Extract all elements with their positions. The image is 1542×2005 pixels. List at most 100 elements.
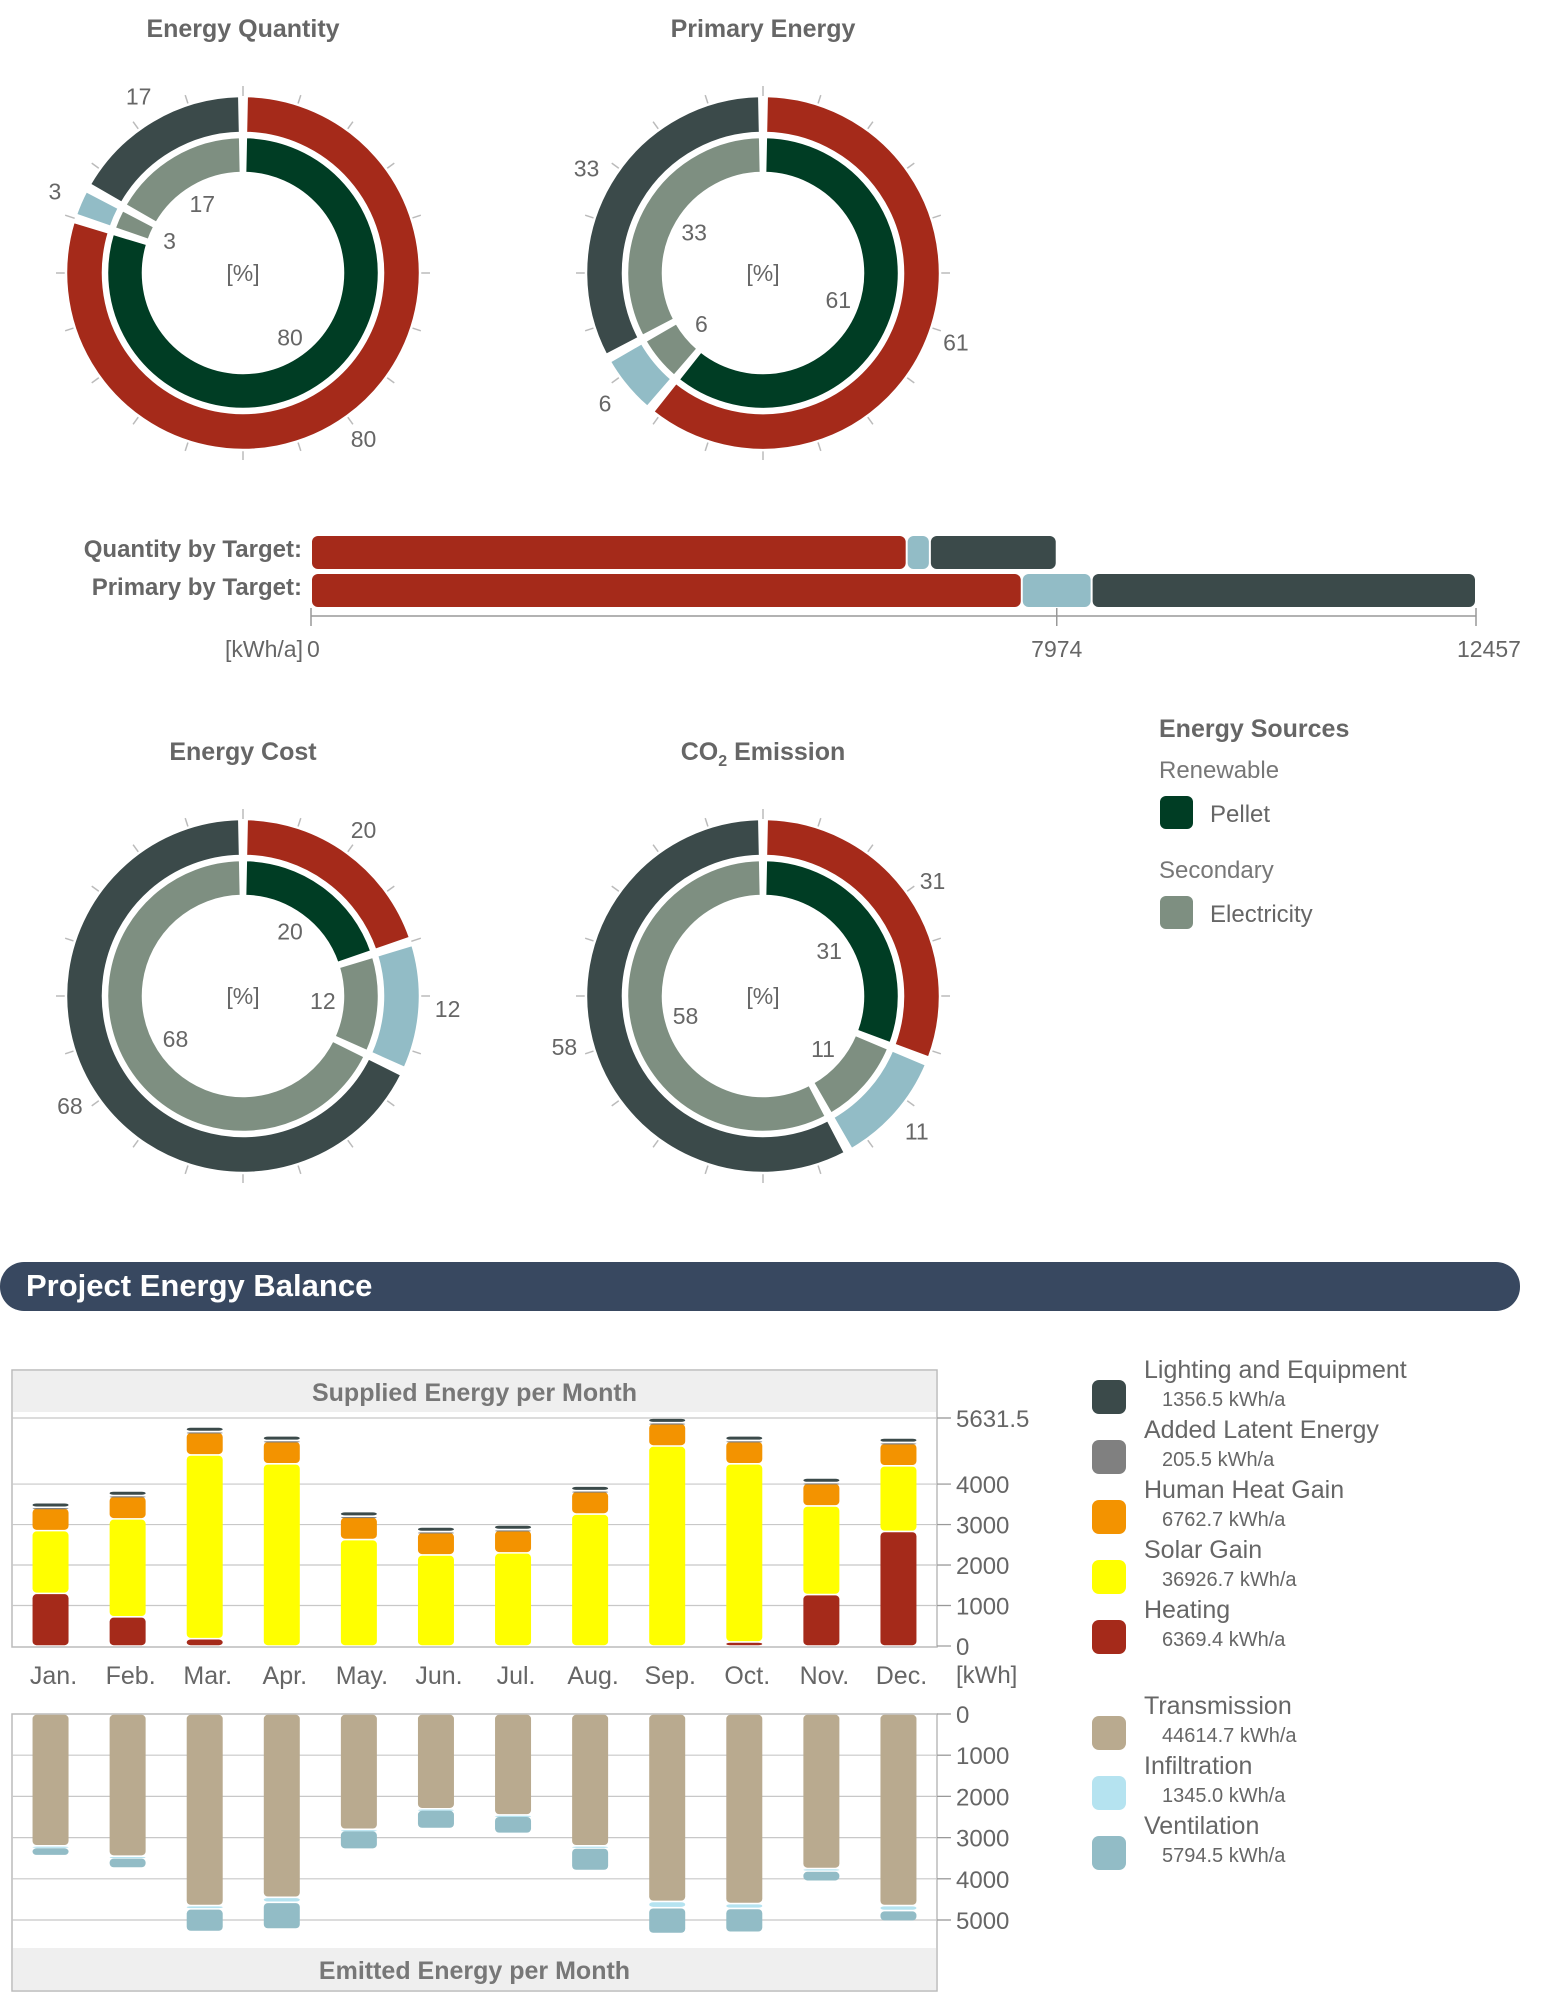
emitted-bar-ventilation[interactable] <box>32 1848 69 1855</box>
emitted-bar-infiltration[interactable] <box>340 1830 377 1832</box>
supplied-bar-solar[interactable] <box>263 1464 300 1646</box>
supplied-bar-latent[interactable] <box>109 1496 146 1498</box>
supplied-bar-human[interactable] <box>340 1517 377 1539</box>
supplied-bar-lighting[interactable] <box>880 1438 917 1442</box>
emitted-bar-ventilation[interactable] <box>263 1903 300 1929</box>
emitted-bar-infiltration[interactable] <box>572 1846 609 1848</box>
supplied-bar-latent[interactable] <box>649 1423 686 1425</box>
emitted-bar-transmission[interactable] <box>109 1714 146 1856</box>
emitted-bar-transmission[interactable] <box>880 1714 917 1905</box>
supplied-bar-latent[interactable] <box>726 1441 763 1443</box>
emitted-bar-infiltration[interactable] <box>263 1898 300 1902</box>
supplied-bar-human[interactable] <box>32 1508 69 1530</box>
outer-segment-lighting[interactable] <box>88 94 242 205</box>
supplied-bar-solar[interactable] <box>572 1514 609 1646</box>
supplied-bar-lighting[interactable] <box>186 1427 223 1431</box>
supplied-bar-lighting[interactable] <box>726 1436 763 1440</box>
target-bar-heating[interactable] <box>312 574 1021 607</box>
supplied-bar-latent[interactable] <box>263 1441 300 1443</box>
supplied-bar-human[interactable] <box>572 1492 609 1514</box>
supplied-bar-solar[interactable] <box>495 1553 532 1646</box>
emitted-bar-infiltration[interactable] <box>880 1906 917 1910</box>
supplied-bar-heating[interactable] <box>803 1595 840 1646</box>
emitted-bar-infiltration[interactable] <box>32 1846 69 1848</box>
inner-segment-electricity[interactable] <box>105 858 367 1134</box>
emitted-bar-transmission[interactable] <box>803 1714 840 1868</box>
target-bar-heating[interactable] <box>312 536 906 569</box>
inner-segment-electricity[interactable] <box>625 135 763 338</box>
supplied-bar-solar[interactable] <box>417 1555 454 1646</box>
supplied-bar-lighting[interactable] <box>263 1436 300 1440</box>
supplied-bar-heating[interactable] <box>880 1532 917 1646</box>
supplied-bar-latent[interactable] <box>880 1443 917 1445</box>
supplied-bar-solar[interactable] <box>803 1506 840 1594</box>
supplied-bar-latent[interactable] <box>417 1532 454 1534</box>
supplied-bar-human[interactable] <box>186 1433 223 1455</box>
emitted-bar-ventilation[interactable] <box>109 1858 146 1868</box>
emitted-bar-ventilation[interactable] <box>417 1810 454 1828</box>
outer-segment-heating[interactable] <box>244 817 412 952</box>
supplied-bar-latent[interactable] <box>803 1483 840 1485</box>
outer-segment-lighting[interactable] <box>64 817 403 1175</box>
supplied-bar-heating[interactable] <box>32 1594 69 1646</box>
emitted-bar-infiltration[interactable] <box>726 1904 763 1908</box>
supplied-bar-latent[interactable] <box>340 1516 377 1519</box>
outer-segment-ventilation[interactable] <box>608 341 673 409</box>
emitted-bar-infiltration[interactable] <box>417 1809 454 1811</box>
emitted-bar-infiltration[interactable] <box>649 1902 686 1907</box>
emitted-bar-ventilation[interactable] <box>649 1908 686 1933</box>
supplied-bar-lighting[interactable] <box>109 1491 146 1495</box>
supplied-bar-human[interactable] <box>109 1496 146 1519</box>
emitted-bar-ventilation[interactable] <box>880 1911 917 1921</box>
emitted-bar-ventilation[interactable] <box>726 1909 763 1932</box>
emitted-bar-transmission[interactable] <box>32 1714 69 1846</box>
emitted-bar-transmission[interactable] <box>186 1714 223 1905</box>
inner-segment-electricity[interactable] <box>123 135 243 225</box>
emitted-bar-ventilation[interactable] <box>572 1848 609 1870</box>
emitted-bar-infiltration[interactable] <box>109 1856 146 1859</box>
supplied-bar-solar[interactable] <box>726 1464 763 1642</box>
inner-segment-pellet[interactable] <box>105 135 381 411</box>
emitted-bar-transmission[interactable] <box>495 1714 532 1815</box>
supplied-bar-human[interactable] <box>726 1441 763 1464</box>
inner-segment-electricity[interactable] <box>643 321 699 378</box>
outer-segment-lighting[interactable] <box>584 94 762 357</box>
supplied-bar-solar[interactable] <box>649 1446 686 1646</box>
supplied-bar-lighting[interactable] <box>495 1525 532 1529</box>
supplied-bar-lighting[interactable] <box>803 1478 840 1482</box>
supplied-bar-heating[interactable] <box>109 1617 146 1646</box>
inner-segment-electricity[interactable] <box>625 858 828 1134</box>
emitted-bar-transmission[interactable] <box>572 1714 609 1846</box>
outer-segment-ventilation[interactable] <box>74 189 121 229</box>
emitted-bar-ventilation[interactable] <box>186 1909 223 1931</box>
supplied-bar-solar[interactable] <box>880 1466 917 1531</box>
supplied-bar-human[interactable] <box>417 1533 454 1555</box>
supplied-bar-solar[interactable] <box>109 1519 146 1617</box>
outer-segment-lighting[interactable] <box>584 817 847 1175</box>
supplied-bar-solar[interactable] <box>32 1531 69 1593</box>
supplied-bar-solar[interactable] <box>340 1540 377 1646</box>
target-bar-lighting[interactable] <box>930 536 1056 569</box>
target-bar-lighting[interactable] <box>1092 574 1475 607</box>
supplied-bar-lighting[interactable] <box>572 1486 609 1490</box>
target-bar-ventilation[interactable] <box>907 536 929 569</box>
inner-segment-pellet[interactable] <box>677 135 901 411</box>
supplied-bar-human[interactable] <box>803 1484 840 1506</box>
supplied-bar-human[interactable] <box>495 1531 532 1553</box>
inner-segment-pellet[interactable] <box>243 858 373 965</box>
supplied-bar-heating[interactable] <box>726 1642 763 1646</box>
inner-segment-pellet[interactable] <box>763 858 901 1045</box>
supplied-bar-lighting[interactable] <box>32 1503 69 1507</box>
emitted-bar-infiltration[interactable] <box>495 1815 532 1817</box>
supplied-bar-lighting[interactable] <box>417 1527 454 1531</box>
supplied-bar-lighting[interactable] <box>340 1512 377 1516</box>
supplied-bar-lighting[interactable] <box>649 1418 686 1422</box>
supplied-bar-human[interactable] <box>880 1443 917 1466</box>
supplied-bar-latent[interactable] <box>572 1491 609 1493</box>
supplied-bar-heating[interactable] <box>186 1639 223 1646</box>
outer-segment-ventilation[interactable] <box>831 1049 928 1151</box>
emitted-bar-transmission[interactable] <box>649 1714 686 1901</box>
emitted-bar-transmission[interactable] <box>726 1714 763 1903</box>
emitted-bar-infiltration[interactable] <box>186 1906 223 1909</box>
emitted-bar-ventilation[interactable] <box>495 1816 532 1833</box>
